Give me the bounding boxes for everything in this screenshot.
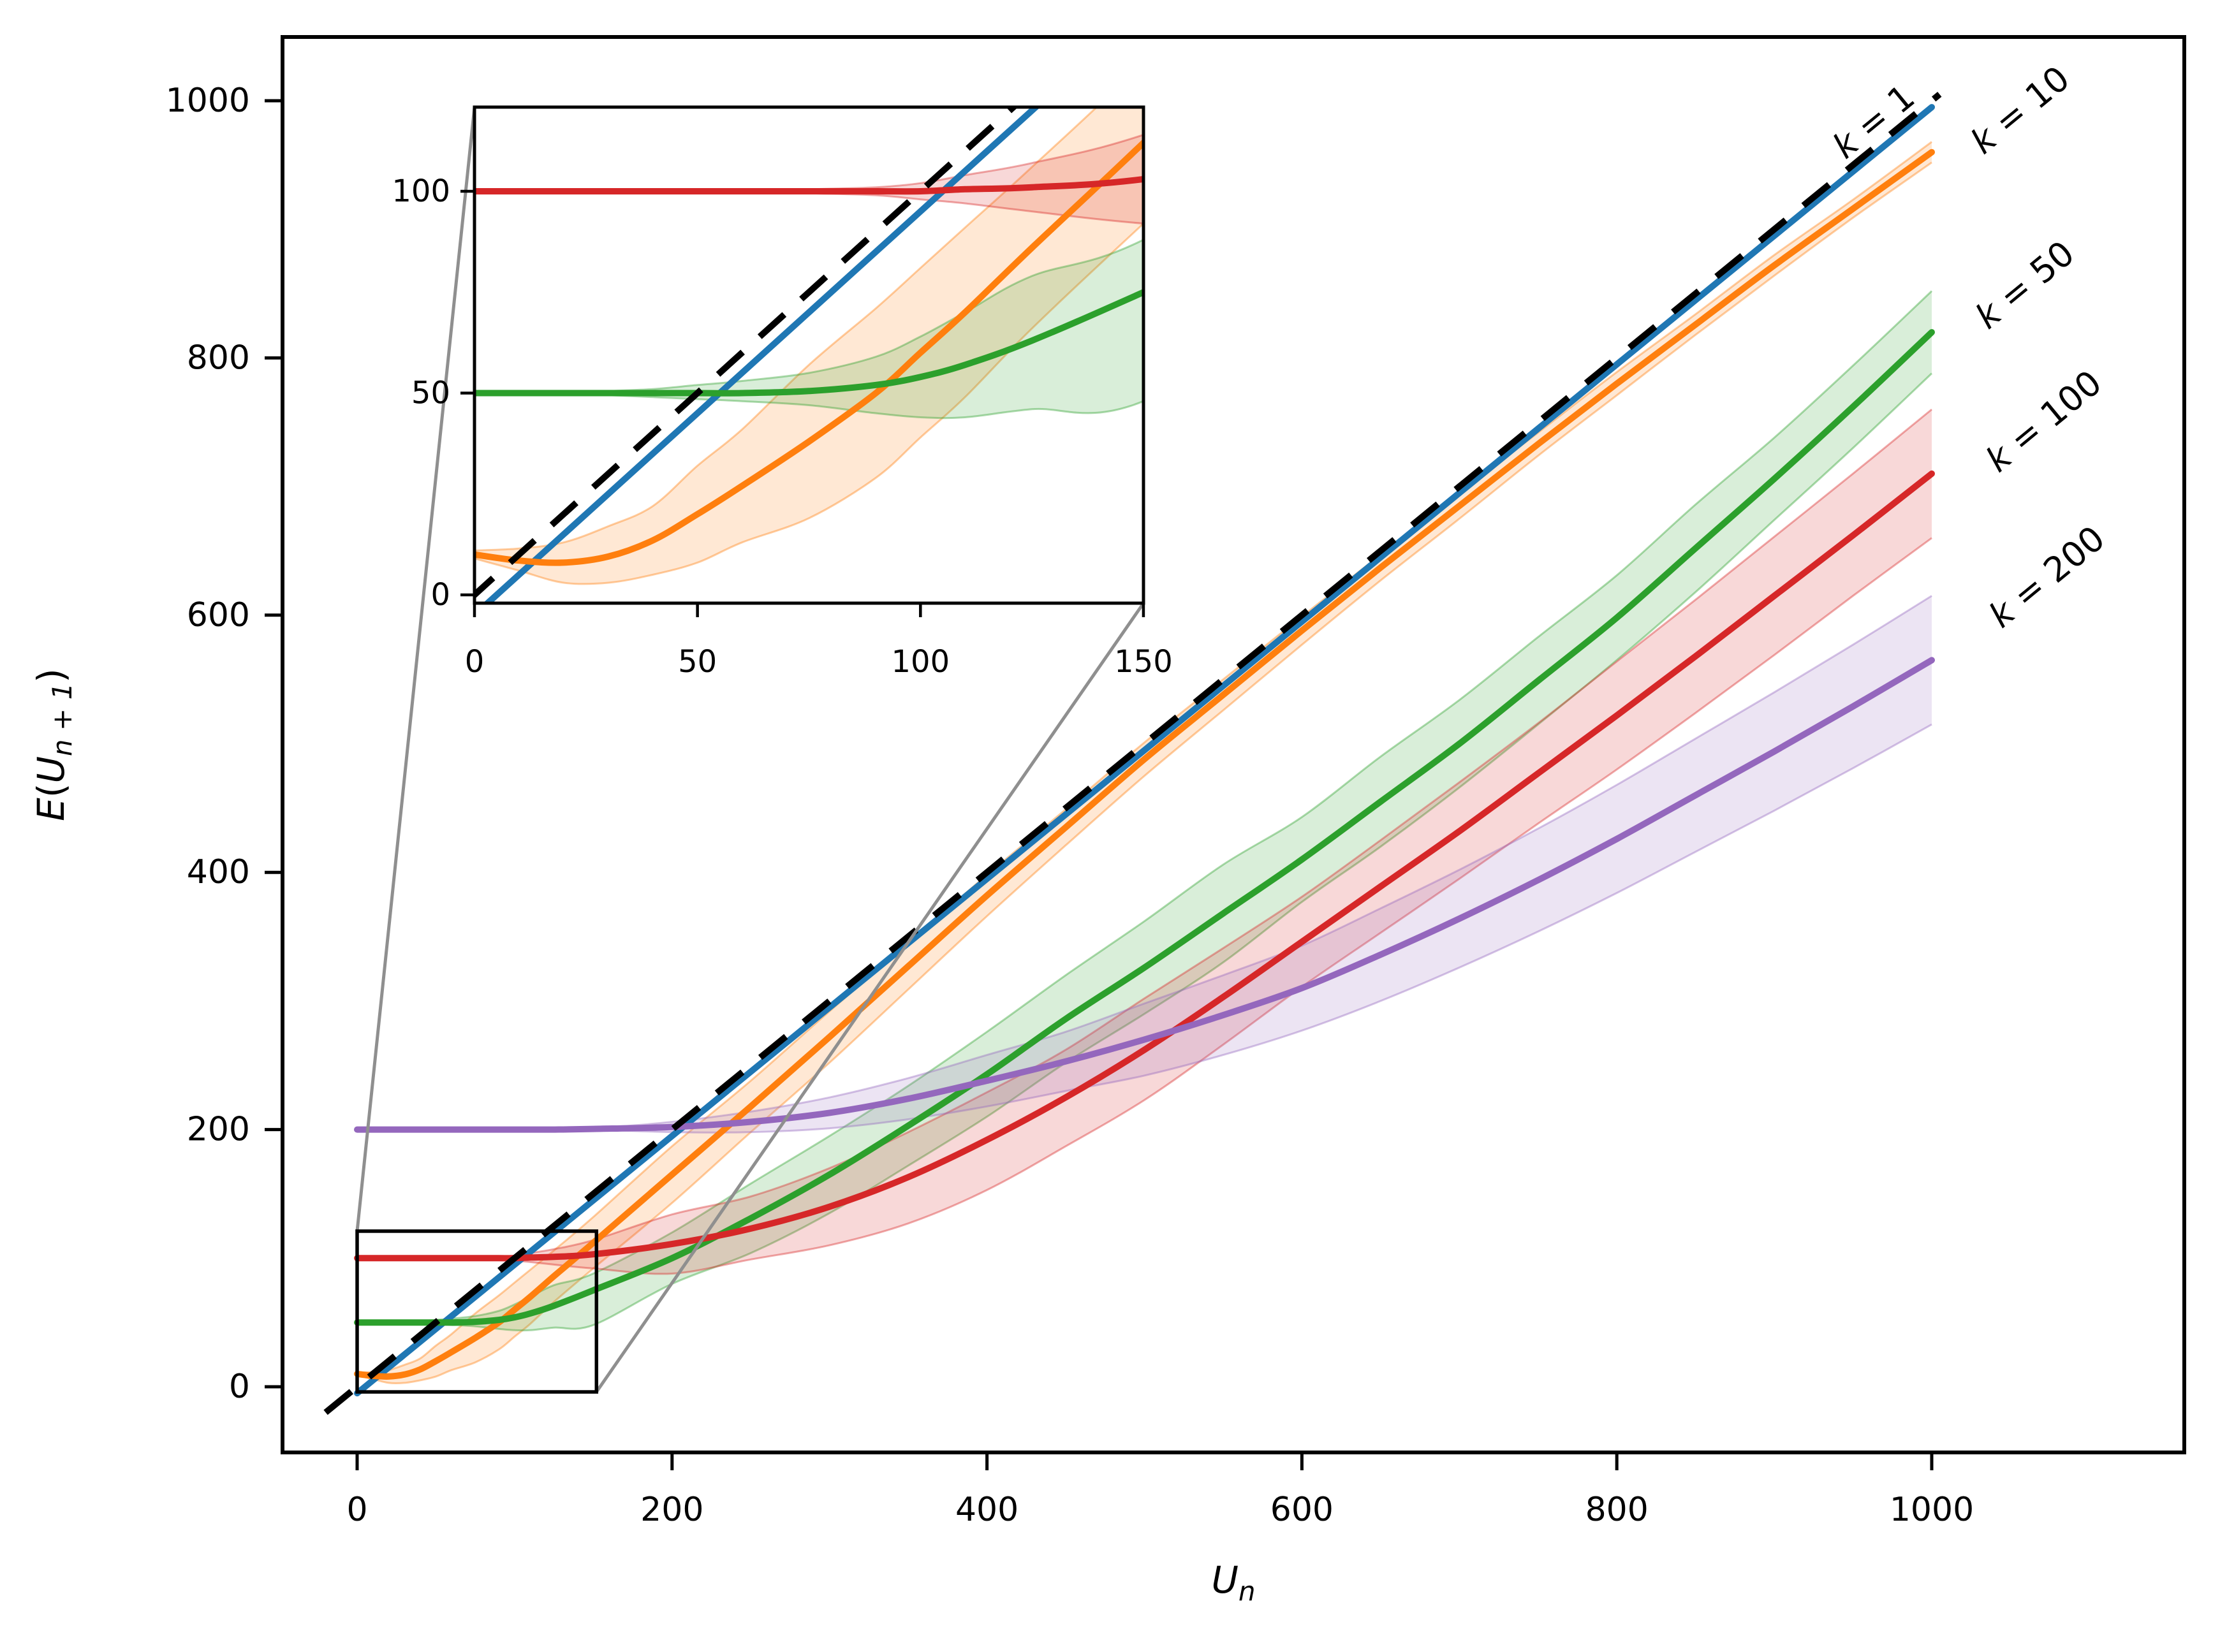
inset-band-k-10: [474, 107, 1143, 585]
main-identity-dashed-line: [323, 92, 1942, 1415]
inset-curve-k-100: [474, 175, 1143, 195]
inset-band-edge-lower-k-10: [474, 222, 1143, 585]
main-curve-k-200: [354, 657, 1935, 1133]
inset-connector-right: [595, 602, 1145, 1393]
inset-y-tick-label-50: 50: [411, 376, 450, 411]
x-tick-label-1000: 1000: [1890, 1491, 1974, 1529]
x-tick-label-200: 200: [640, 1491, 703, 1529]
inset-band-edge-upper-k-50: [474, 238, 1143, 395]
inset-band-edge-lower-k-100: [474, 190, 1143, 225]
curve-label-k=200: k = 200: [1981, 518, 2112, 635]
inset-curve-k-10: [474, 138, 1143, 566]
inset-band-edge-upper-k-100: [474, 133, 1143, 193]
main-axes-frame: [281, 35, 2186, 1454]
x-axis-label: Un: [1211, 1558, 1255, 1607]
curve-label-text: k = 100: [1978, 362, 2109, 479]
inset-band-edge-lower-k-50: [474, 391, 1143, 420]
inset-band-k-100: [474, 135, 1143, 224]
y-axis-label: E(Un + 1): [29, 668, 78, 821]
x-tick-label-600: 600: [1270, 1491, 1334, 1529]
inset-x-tick-label-50: 50: [678, 644, 717, 680]
inset-x-tick-label-150: 150: [1114, 644, 1173, 680]
curve-label-text: k = 10: [1963, 58, 2077, 162]
main-curve-k-1: [354, 104, 1935, 1397]
zoom-indicator-rect: [355, 1229, 599, 1394]
y-tick-label-1000: 1000: [166, 82, 250, 120]
inset-y-tick-label-0: 0: [430, 577, 450, 613]
y-tick-label-200: 200: [187, 1111, 250, 1149]
x-tick-label-400: 400: [955, 1491, 1018, 1529]
inset-connector-left: [355, 106, 476, 1232]
y-tick-label-0: 0: [229, 1368, 250, 1406]
y-tick-label-600: 600: [187, 596, 250, 634]
inset-y-tick-label-100: 100: [392, 173, 450, 209]
curve-label-k=10: k = 10: [1963, 58, 2077, 162]
inset-x-tick-label-0: 0: [465, 644, 485, 680]
curve-label-text: k = 50: [1967, 233, 2082, 337]
y-tick-label-800: 800: [187, 339, 250, 377]
main-curve-k-100: [354, 470, 1935, 1262]
main-band-edge-upper-k-50: [357, 290, 1933, 1324]
x-tick-label-800: 800: [1585, 1491, 1649, 1529]
inset-band-edge-upper-k-10: [474, 107, 1098, 552]
inset-axes-frame: [473, 105, 1145, 605]
main-band-k-200: [357, 596, 1932, 1133]
inset-x-tick-label-100: 100: [891, 644, 950, 680]
curve-label-k=100: k = 100: [1978, 362, 2109, 479]
main-curve-k-50: [354, 329, 1935, 1326]
curve-label-text: k = 200: [1981, 518, 2112, 635]
main-plot-area: [323, 92, 1942, 1415]
x-tick-label-0: 0: [346, 1491, 367, 1529]
inset-band-k-50: [474, 240, 1143, 418]
curve-label-k=50: k = 50: [1967, 233, 2082, 337]
y-tick-label-400: 400: [187, 853, 250, 891]
inset-curve-k-50: [474, 288, 1143, 397]
main-band-edge-lower-k-10: [357, 161, 1932, 1385]
main-curve-k-10: [354, 149, 1935, 1380]
inset-plot-area: [474, 107, 1143, 603]
